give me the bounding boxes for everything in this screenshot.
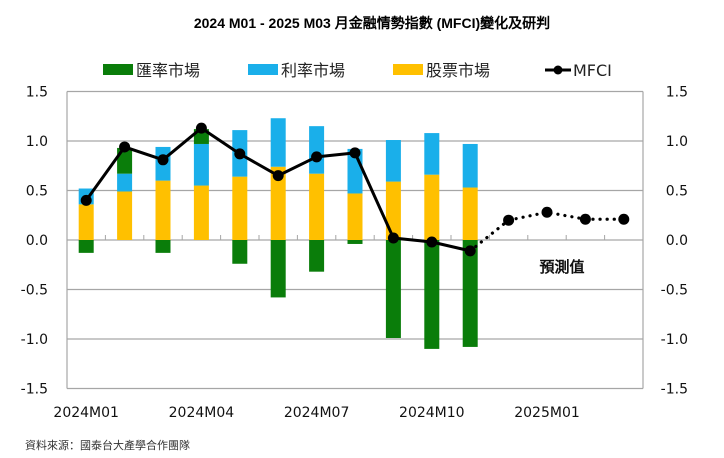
mfci-point — [119, 141, 131, 153]
bar-stock — [155, 180, 171, 240]
bar-fx — [385, 240, 401, 339]
legend-item-fx: 匯率市場 — [103, 61, 200, 80]
bar-fx — [462, 240, 478, 347]
bar-stock — [232, 176, 248, 240]
mfci-point — [311, 151, 323, 163]
y-tick-label-left: 1.5 — [26, 85, 48, 101]
y-tick-label-left: -1.5 — [21, 382, 48, 398]
bar-fx — [270, 240, 286, 298]
bar-fx — [424, 240, 440, 349]
bar-stock — [347, 193, 363, 240]
bar-rate — [270, 118, 286, 167]
bar-rate — [462, 143, 478, 188]
x-tick-label: 2024M10 — [399, 405, 465, 421]
bars — [78, 118, 478, 349]
legend-label-rate: 利率市場 — [281, 61, 345, 80]
y-axis-left-labels: 1.5 1.0 0.5 0.0 -0.5 -1.0 -1.5 — [21, 85, 48, 398]
mfci-point — [272, 170, 284, 182]
mfci-point — [387, 232, 399, 244]
y-axis-right-labels: 1.5 1.0 0.5 0.0 -0.5 -1.0 -1.5 — [661, 85, 688, 398]
x-tick-label: 2024M04 — [169, 405, 235, 421]
y-tick-label-right: 1.0 — [666, 134, 688, 150]
y-tick-label-right: -0.5 — [661, 283, 688, 299]
y-tick-label-left: 1.0 — [26, 134, 48, 150]
bar-stock — [78, 204, 94, 240]
y-tick-label-right: -1.0 — [661, 332, 688, 348]
bar-stock — [309, 173, 325, 240]
bar-fx — [347, 240, 363, 244]
chart-title: 2024 M01 - 2025 M03 月金融情勢指數 (MFCI)變化及研判 — [194, 15, 550, 31]
legend-item-rate: 利率市場 — [248, 61, 345, 80]
y-tick-label-left: -0.5 — [21, 283, 48, 299]
x-axis-labels: 2024M01 2024M04 2024M07 2024M10 2025M01 — [53, 405, 579, 421]
mfci-forecast-point — [579, 213, 591, 225]
mfci-line — [80, 122, 630, 257]
mfci-forecast-point — [618, 213, 630, 225]
bar-stock — [424, 174, 440, 240]
x-tick-label: 2024M01 — [53, 405, 119, 421]
legend-marker-mfci — [553, 65, 563, 75]
bar-stock — [193, 185, 209, 240]
mfci-point — [234, 148, 246, 160]
legend-swatch-rate — [248, 64, 278, 75]
legend-swatch-stock — [393, 64, 423, 75]
bar-fx — [232, 240, 248, 264]
mfci-forecast-point — [541, 206, 553, 218]
legend-label-fx: 匯率市場 — [136, 61, 200, 80]
bar-rate — [424, 133, 440, 175]
forecast-annotation: 預測值 — [539, 258, 584, 276]
y-tick-label-right: 1.5 — [666, 85, 688, 101]
bar-stock — [117, 191, 133, 240]
y-tick-label-left: 0.5 — [26, 184, 48, 200]
y-tick-label-right: 0.0 — [666, 233, 688, 249]
x-tick-label: 2025M01 — [514, 405, 580, 421]
mfci-point — [426, 236, 438, 248]
mfci-point — [80, 194, 92, 206]
bar-fx — [155, 240, 171, 253]
mfci-forecast-line — [468, 210, 626, 253]
bar-stock — [270, 166, 286, 240]
mfci-point — [157, 154, 169, 166]
bar-stock — [462, 187, 478, 240]
mfci-point — [464, 245, 476, 257]
legend-item-stock: 股票市場 — [393, 61, 490, 80]
mfci-point — [349, 147, 361, 159]
mfci-point — [195, 122, 207, 134]
legend-item-mfci: MFCI — [545, 61, 612, 80]
legend-label-stock: 股票市場 — [426, 61, 490, 80]
source-note: 資料來源：國泰台大產學合作團隊 — [25, 438, 190, 452]
bar-fx — [309, 240, 325, 272]
y-tick-label-left: -1.0 — [21, 332, 48, 348]
legend: 匯率市場 利率市場 股票市場 MFCI — [103, 61, 612, 80]
bar-rate — [193, 143, 209, 186]
bar-rate — [385, 140, 401, 182]
bar-rate — [117, 173, 133, 192]
mfci-forecast-point — [503, 214, 515, 226]
bar-stock — [385, 181, 401, 240]
y-tick-label-left: 0.0 — [26, 233, 48, 249]
legend-swatch-fx — [103, 64, 133, 75]
bar-rate — [309, 126, 325, 174]
bar-fx — [78, 240, 94, 253]
x-tick-label: 2024M07 — [284, 405, 350, 421]
y-tick-label-right: 0.5 — [666, 184, 688, 200]
legend-label-mfci: MFCI — [573, 61, 612, 80]
y-tick-label-right: -1.5 — [661, 382, 688, 398]
axes — [66, 91, 644, 389]
